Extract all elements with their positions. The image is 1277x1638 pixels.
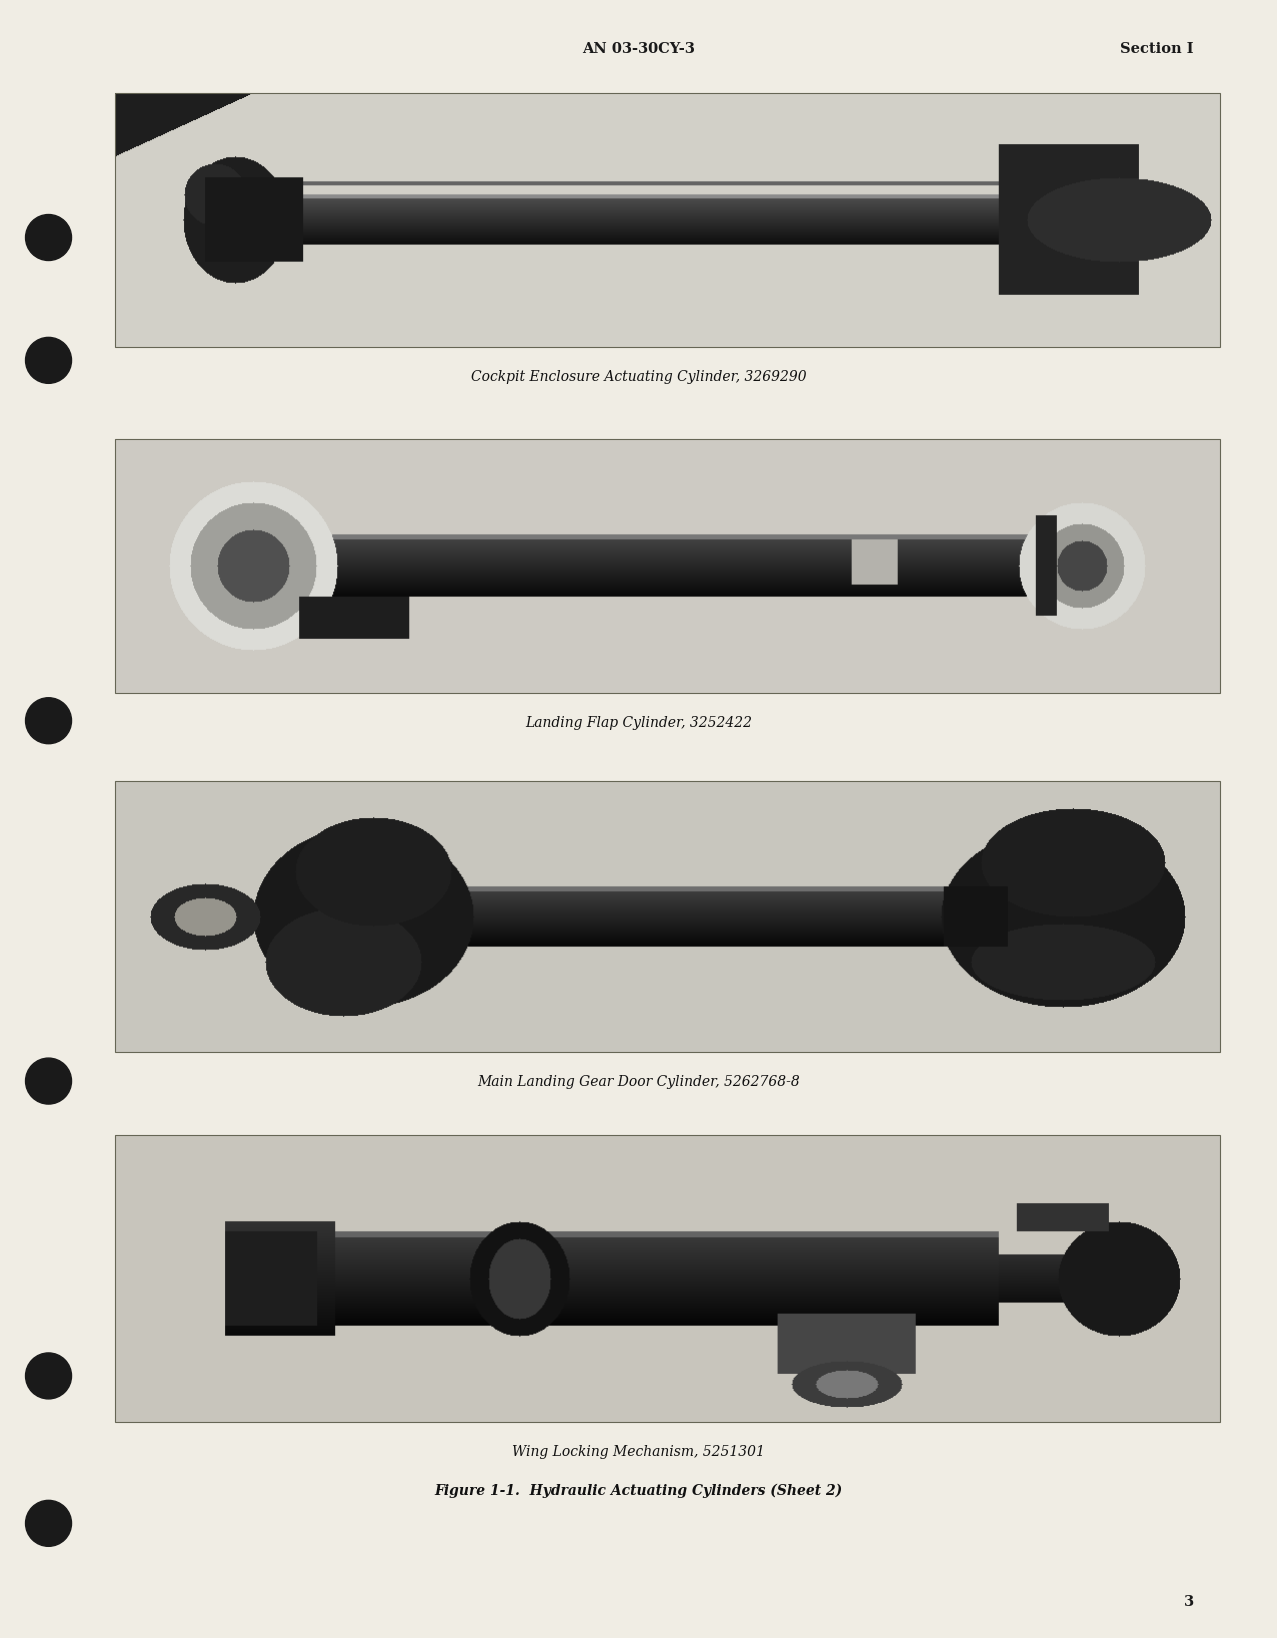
- Circle shape: [26, 215, 72, 260]
- Circle shape: [26, 1500, 72, 1546]
- Text: Landing Flap Cylinder, 3252422: Landing Flap Cylinder, 3252422: [525, 716, 752, 731]
- Bar: [115, 781, 1220, 1052]
- Circle shape: [26, 337, 72, 383]
- Bar: [115, 439, 1220, 693]
- Text: Cockpit Enclosure Actuating Cylinder, 3269290: Cockpit Enclosure Actuating Cylinder, 32…: [471, 370, 806, 385]
- Bar: [115, 1135, 1220, 1422]
- Text: Wing Locking Mechanism, 5251301: Wing Locking Mechanism, 5251301: [512, 1445, 765, 1459]
- Bar: [115, 93, 1220, 347]
- Text: Figure 1-1.  Hydraulic Actuating Cylinders (Sheet 2): Figure 1-1. Hydraulic Actuating Cylinder…: [434, 1484, 843, 1499]
- Circle shape: [26, 1353, 72, 1399]
- Text: 3: 3: [1184, 1595, 1194, 1609]
- Circle shape: [26, 1058, 72, 1104]
- Circle shape: [26, 698, 72, 744]
- Text: Section I: Section I: [1120, 43, 1194, 56]
- Text: Main Landing Gear Door Cylinder, 5262768-8: Main Landing Gear Door Cylinder, 5262768…: [478, 1075, 799, 1089]
- Text: AN 03-30CY-3: AN 03-30CY-3: [582, 43, 695, 56]
